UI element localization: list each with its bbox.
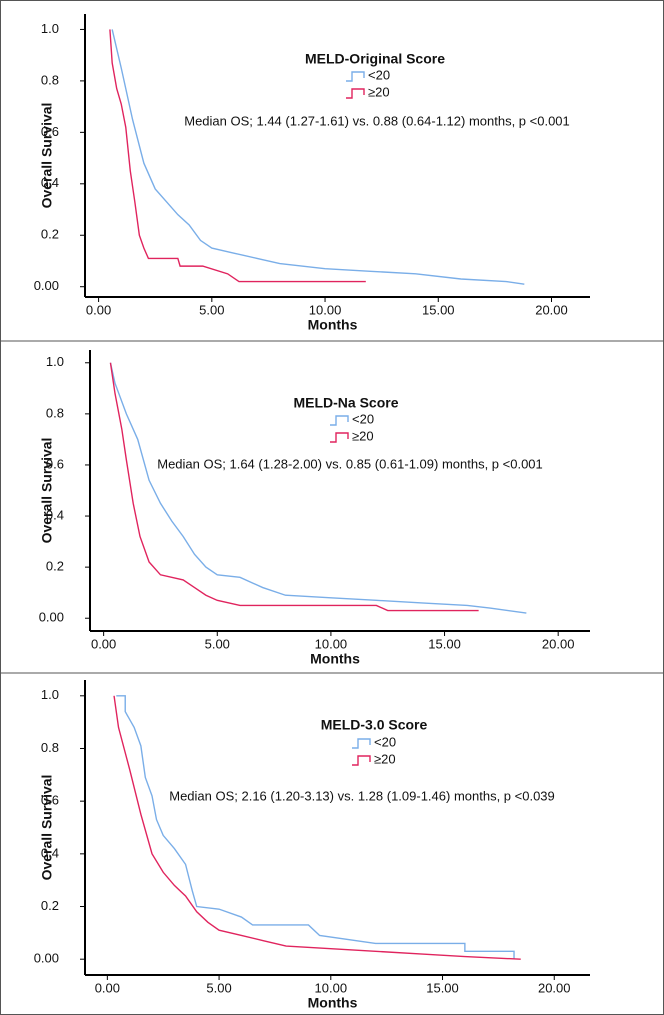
- legend-title: MELD-Na Score: [293, 395, 398, 411]
- legend-swatch: [346, 88, 365, 99]
- y-tick-label: 0.6: [41, 124, 59, 139]
- x-tick-label: 0.00: [91, 636, 116, 651]
- y-tick-label: 0.00: [34, 951, 59, 966]
- x-tick-label: 10.00: [315, 980, 348, 995]
- y-tick-label: 0.6: [41, 793, 59, 808]
- x-tick-label: 5.00: [206, 980, 231, 995]
- annotation: Median OS; 1.44 (1.27-1.61) vs. 0.88 (0.…: [184, 113, 570, 128]
- annotation: Median OS; 2.16 (1.20-3.13) vs. 1.28 (1.…: [169, 788, 555, 803]
- y-tick-label: 0.00: [34, 278, 59, 293]
- y-axis-label: Overall Survival: [39, 775, 55, 881]
- y-tick-label: 0.00: [39, 610, 64, 625]
- legend-title: MELD-Original Score: [305, 51, 445, 67]
- legend-swatch: [330, 432, 349, 443]
- y-tick-label: 0.2: [41, 898, 59, 913]
- y-tick-label: 1.0: [41, 21, 59, 36]
- annotation: Median OS; 1.64 (1.28-2.00) vs. 0.85 (0.…: [157, 456, 543, 471]
- y-tick-label: 0.8: [46, 405, 64, 420]
- y-tick-label: 0.4: [41, 845, 59, 860]
- x-tick-label: 15.00: [422, 302, 455, 317]
- x-tick-label: 5.00: [205, 636, 230, 651]
- x-tick-label: 20.00: [542, 636, 575, 651]
- survival-line: [109, 362, 527, 614]
- legend-title: MELD-3.0 Score: [321, 717, 428, 733]
- survival-line: [116, 695, 515, 960]
- legend-swatch: [346, 71, 365, 82]
- x-axis-label: Months: [310, 651, 360, 667]
- x-tick-label: 20.00: [538, 980, 571, 995]
- y-axis-label: Overall Survival: [39, 438, 55, 544]
- survival-line: [111, 29, 525, 285]
- x-tick-label: 15.00: [428, 636, 461, 651]
- legend-label: <20: [368, 67, 390, 82]
- y-tick-label: 0.8: [41, 72, 59, 87]
- x-tick-label: 5.00: [199, 302, 224, 317]
- x-tick-label: 0.00: [95, 980, 120, 995]
- legend-label: ≥20: [374, 751, 396, 766]
- x-tick-label: 10.00: [315, 636, 348, 651]
- legend-swatch: [330, 415, 349, 426]
- y-tick-label: 0.4: [41, 175, 59, 190]
- legend-label: <20: [352, 411, 374, 426]
- x-tick-label: 20.00: [535, 302, 568, 317]
- y-tick-label: 1.0: [46, 354, 64, 369]
- x-tick-label: 0.00: [86, 302, 111, 317]
- x-axis-label: Months: [308, 317, 358, 333]
- legend-label: ≥20: [352, 428, 374, 443]
- y-tick-label: 0.6: [46, 456, 64, 471]
- survival-line: [109, 29, 366, 283]
- x-axis-label: Months: [308, 995, 358, 1011]
- legend-label: <20: [374, 734, 396, 749]
- x-tick-label: 10.00: [309, 302, 342, 317]
- y-tick-label: 0.4: [46, 507, 64, 522]
- legend-swatch: [352, 755, 371, 766]
- y-tick-label: 1.0: [41, 687, 59, 702]
- legend-label: ≥20: [368, 84, 390, 99]
- legend-swatch: [352, 738, 371, 749]
- survival-line: [113, 695, 521, 960]
- survival-line: [109, 362, 479, 612]
- y-tick-label: 0.8: [41, 740, 59, 755]
- x-tick-label: 15.00: [426, 980, 459, 995]
- y-tick-label: 0.2: [46, 559, 64, 574]
- y-tick-label: 0.2: [41, 227, 59, 242]
- y-axis-label: Overall Survival: [39, 103, 55, 209]
